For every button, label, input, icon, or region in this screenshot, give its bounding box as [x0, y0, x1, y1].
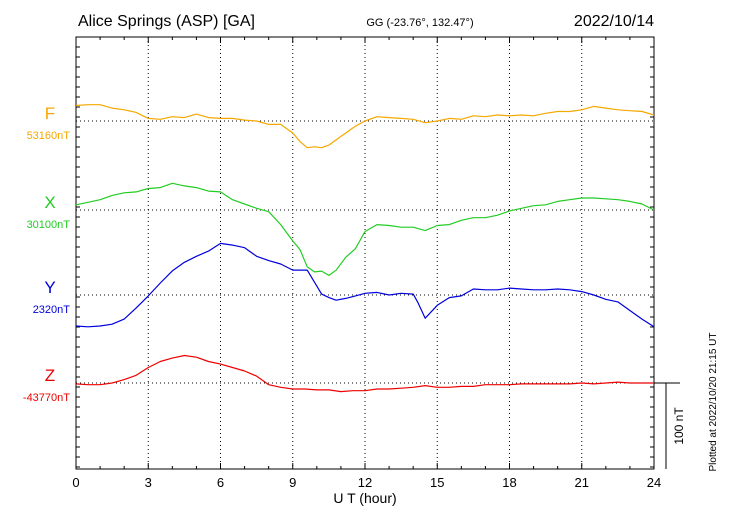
series-line-f [75, 104, 655, 149]
series-name-f: F [45, 104, 55, 123]
x-tick-label: 3 [145, 475, 152, 490]
scale-bar-label: 100 nT [672, 407, 686, 445]
x-tick-label: 21 [575, 475, 589, 490]
axis-ticks [75, 37, 655, 469]
x-tick-label: 0 [72, 475, 79, 490]
series-name-x: X [44, 193, 55, 212]
x-tick-labels: 0 3 6 9 12 15 18 21 24 [72, 475, 661, 490]
date-label: 2022/10/14 [574, 13, 654, 30]
plotted-timestamp: Plotted at 2022/10/20 21:15 UT [708, 333, 719, 472]
series-layer [75, 104, 655, 393]
series-line-y [75, 242, 655, 328]
scale-bar: 100 nT [654, 382, 686, 469]
series-labels: F 53160nT X 30100nT Y 2320nT Z -43770nT [23, 104, 70, 404]
x-tick-label: 18 [502, 475, 516, 490]
series-baseline-z: -43770nT [23, 392, 70, 404]
series-line-x [75, 182, 655, 276]
grid-lines [76, 37, 654, 469]
series-line-z [75, 354, 654, 393]
x-tick-label: 15 [430, 475, 444, 490]
series-name-z: Z [45, 366, 55, 385]
station-title: Alice Springs (ASP) [GA] [78, 13, 255, 30]
series-name-y: Y [44, 278, 55, 297]
series-baseline-y: 2320nT [33, 304, 71, 316]
series-baseline-f: 53160nT [27, 130, 71, 142]
coordinates-label: GG (-23.76°, 132.47°) [366, 17, 473, 29]
x-tick-label: 24 [647, 475, 661, 490]
x-axis-label: U T (hour) [333, 490, 396, 506]
x-tick-label: 6 [217, 475, 224, 490]
x-tick-label: 12 [358, 475, 372, 490]
x-tick-label: 9 [289, 475, 296, 490]
series-baseline-x: 30100nT [27, 219, 71, 231]
